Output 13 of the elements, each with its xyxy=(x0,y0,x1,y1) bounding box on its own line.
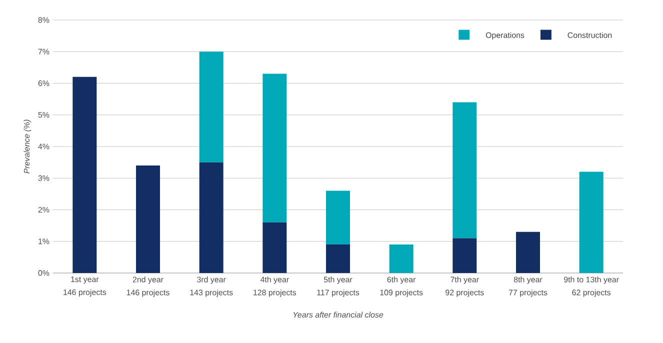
bar xyxy=(452,102,477,238)
bar xyxy=(389,244,414,273)
bar xyxy=(452,238,477,273)
bar xyxy=(326,244,350,273)
bar xyxy=(136,165,160,273)
bar xyxy=(516,232,540,273)
bar xyxy=(579,172,604,273)
bar xyxy=(326,190,350,245)
bar xyxy=(199,162,224,273)
bar xyxy=(72,76,97,273)
bar xyxy=(262,222,287,273)
bar xyxy=(262,74,287,222)
bar xyxy=(199,52,224,162)
